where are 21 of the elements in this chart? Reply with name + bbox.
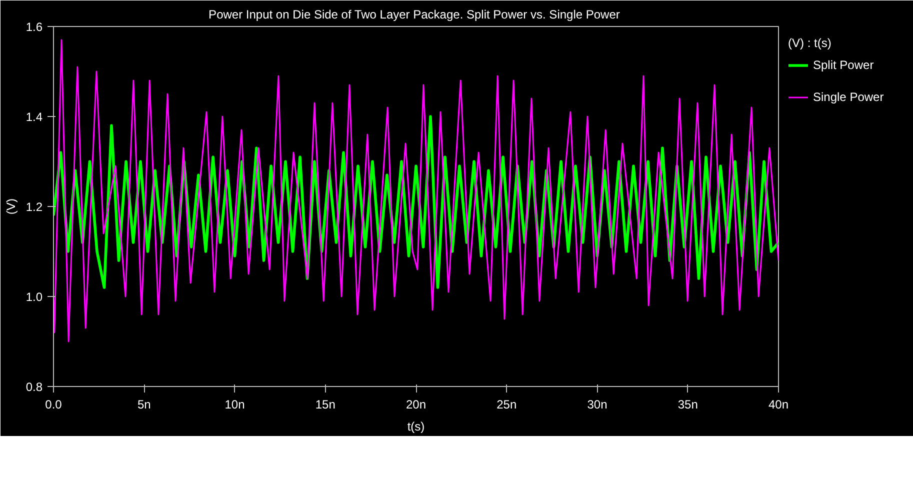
x-tick-label: 0.0	[45, 398, 62, 412]
x-axis-title: t(s)	[407, 420, 425, 434]
y-axis-title: (V)	[4, 198, 18, 214]
x-tick-label: 40n	[768, 398, 789, 412]
legend-label: Split Power	[813, 58, 874, 72]
legend-label: Single Power	[813, 90, 884, 104]
y-tick-label: 1.0	[26, 290, 43, 304]
chart-title: Power Input on Die Side of Two Layer Package. Split Power vs. Single Power	[208, 8, 620, 22]
x-tick-label: 35n	[678, 398, 698, 412]
x-tick-label: 5n	[137, 398, 151, 412]
line-series	[54, 39, 778, 342]
x-tick-label: 30n	[587, 398, 608, 412]
x-tick-label: 15n	[315, 398, 336, 412]
x-tick-label: 10n	[224, 398, 245, 412]
y-tick-label: 1.4	[26, 110, 43, 124]
x-tick-label: 25n	[496, 398, 517, 412]
y-tick-label: 1.6	[26, 20, 43, 34]
y-tick-label: 1.2	[26, 200, 43, 214]
y-tick-label: 0.8	[26, 380, 43, 394]
x-tick-label: 20n	[406, 398, 426, 412]
legend-title: (V) : t(s)	[788, 36, 832, 50]
